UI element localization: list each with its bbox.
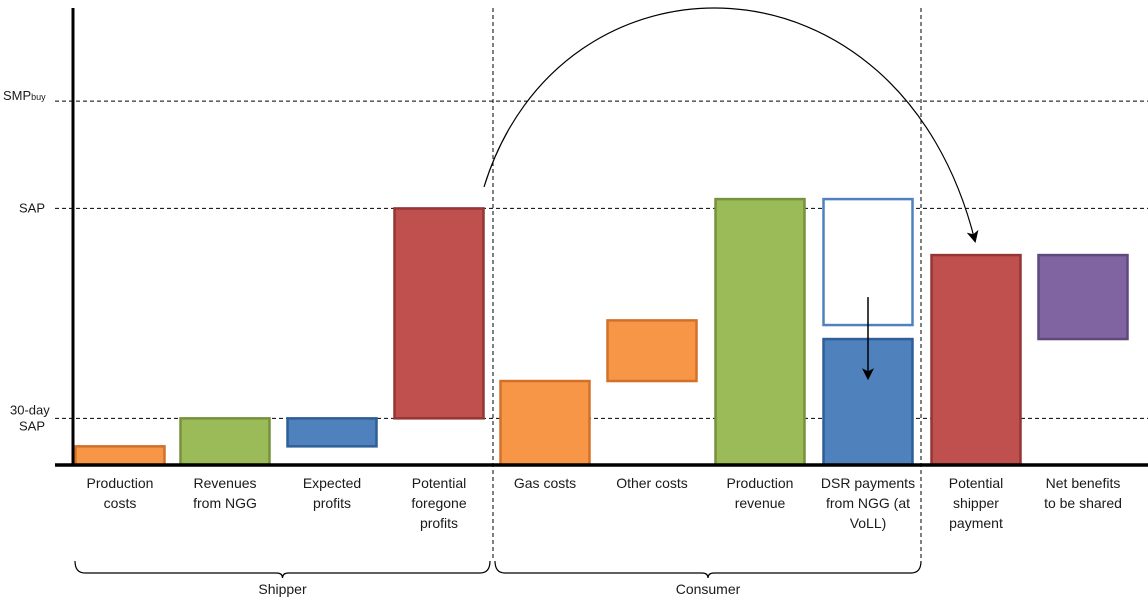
level-label: SAP [19,418,45,433]
bar [499,379,591,467]
bar [930,253,1022,467]
bars [74,197,1129,467]
x-tick-label: Potential foregone profits [411,475,466,531]
transfer-arrow [483,7,979,243]
level-label: 30-day [10,402,50,417]
x-tick-label: Production costs [87,475,154,511]
bar [179,417,271,467]
group-brackets: Shipper Consumer [74,560,922,597]
section-dividers [492,8,922,560]
x-axis-labels: Production costs Revenues from NGG Expected p… [87,475,1122,531]
x-tick-label: Revenues from NGG [193,475,257,511]
bar [606,319,698,383]
x-tick-label: Other costs [616,475,688,491]
group-label: Shipper [258,581,307,597]
bar [286,417,378,448]
level-label: SAP [19,200,45,215]
x-tick-label: Production revenue [727,475,794,511]
group-brace [74,560,491,579]
level-label: SMPbuy [3,88,46,103]
bar [393,207,485,420]
group-brace [494,560,922,579]
annotations [483,7,979,381]
group-label: Consumer [676,581,741,597]
x-tick-label: Expected profits [303,475,361,511]
x-tick-label: Net benefits to be shared [1044,475,1122,511]
x-tick-label: Potential shipper payment [949,475,1003,531]
axes [55,8,1148,467]
bar [74,445,166,467]
x-tick-label: DSR payments from NGG (at VoLL) [821,475,915,531]
bar [714,197,806,467]
bar [1037,253,1129,341]
x-tick-label: Gas costs [514,475,576,491]
